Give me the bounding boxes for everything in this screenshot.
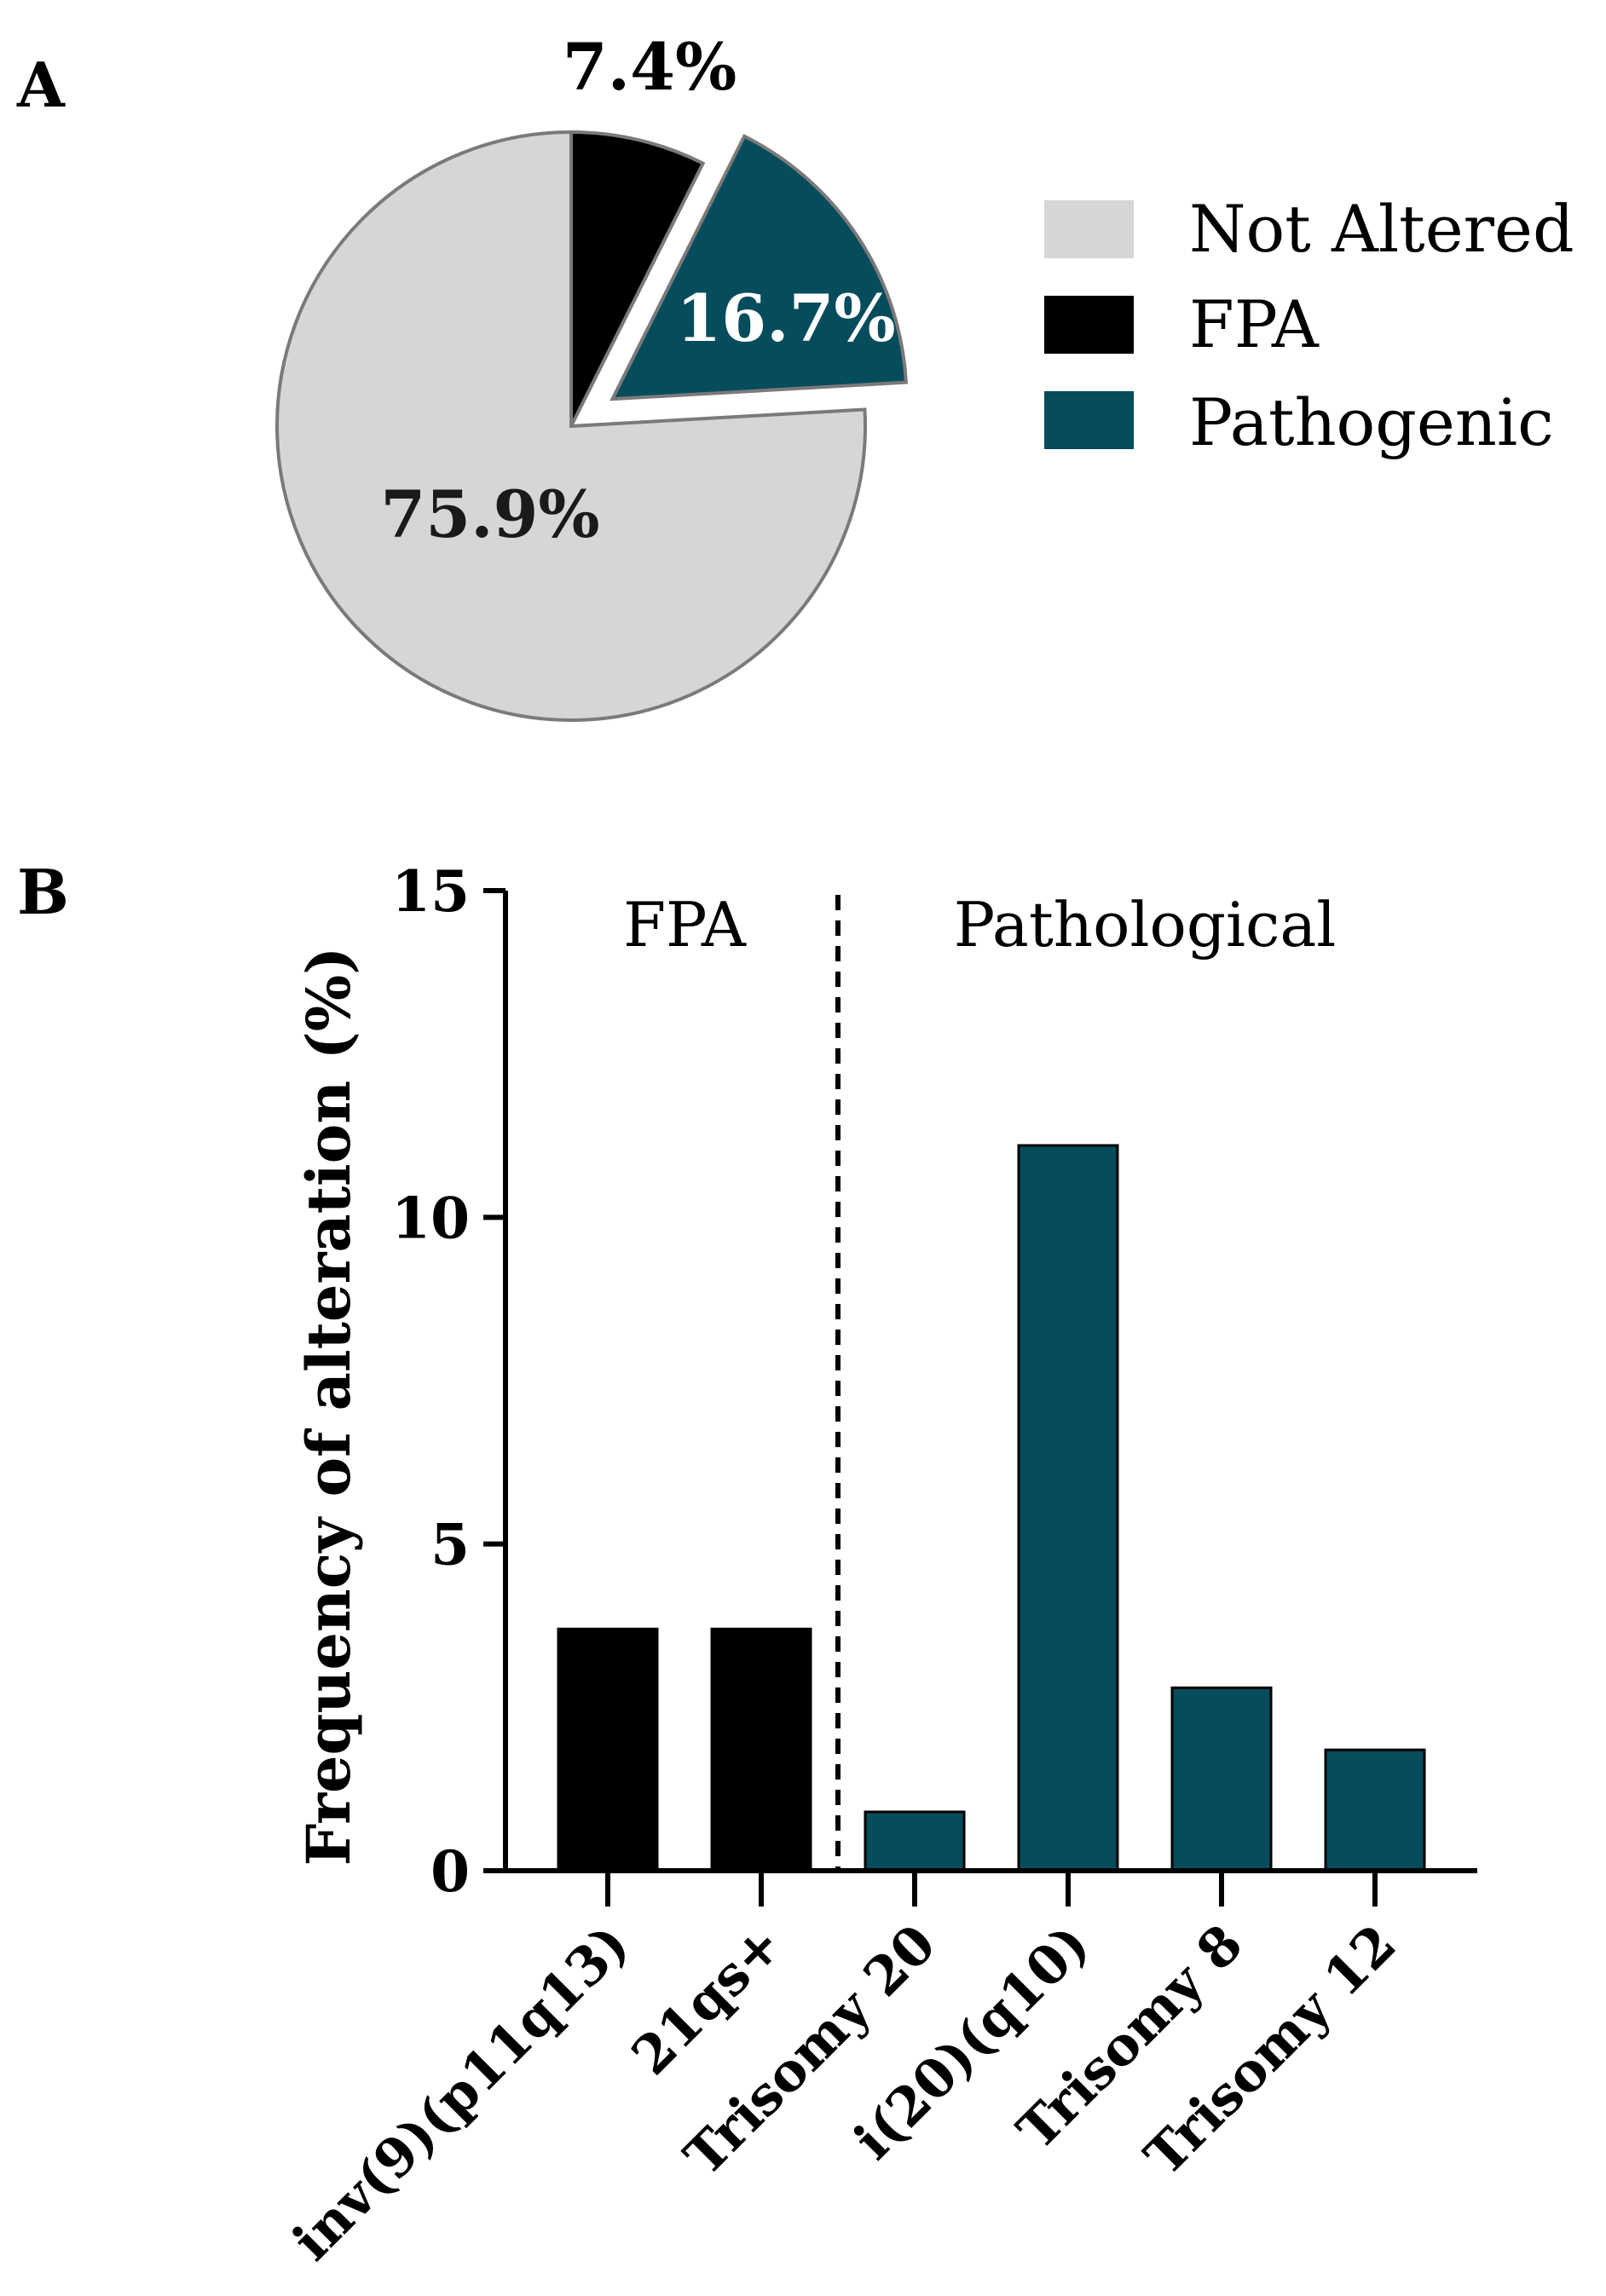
pie-label-fpa: 7.4%	[563, 29, 737, 105]
panel-a-label: A	[16, 49, 66, 121]
bar-21qs	[710, 1627, 812, 1872]
y-tick-labels: 0 5 10 15	[391, 858, 470, 1905]
legend-label-pathogenic: Pathogenic	[1189, 384, 1554, 460]
y-tick-label: 15	[391, 858, 470, 925]
x-tick-label-inv-9-p11q13: inv(9)(p11q13)	[280, 1912, 640, 2272]
bar-series	[557, 1144, 1426, 1872]
legend-label-not-altered: Not Altered	[1189, 191, 1574, 267]
bar-trisomy-8	[1170, 1686, 1273, 1872]
pie-legend: Not Altered FPA Pathogenic	[1044, 191, 1574, 460]
bar-inv-9-p11q13	[557, 1627, 659, 1872]
bar-trisomy-20	[864, 1810, 966, 1872]
group-label-pathological: Pathological	[954, 889, 1337, 961]
group-label-fpa: FPA	[623, 889, 747, 961]
y-tick-label: 0	[430, 1838, 470, 1905]
pie-label-pathogenic: 16.7%	[676, 280, 895, 356]
y-axis-label: Frequency of alteration (%)	[293, 947, 364, 1866]
legend-swatch-not-altered	[1044, 200, 1134, 258]
y-tick-label: 10	[391, 1185, 470, 1251]
legend-swatch-fpa	[1044, 296, 1134, 354]
bar-trisomy-12	[1324, 1748, 1426, 1872]
y-tick-label: 5	[430, 1512, 470, 1578]
legend-swatch-pathogenic	[1044, 391, 1134, 449]
pie-chart	[275, 130, 909, 722]
pie-label-not-altered: 75.9%	[380, 476, 599, 552]
panel-b-label: B	[17, 856, 69, 928]
legend-label-fpa: FPA	[1189, 286, 1320, 362]
pie-slice-not-altered	[275, 130, 867, 722]
pie-slice-pathogenic	[609, 134, 909, 401]
x-tick-labels: inv(9)(p11q13)21qs+Trisomy 20i(20)(q10)T…	[280, 1912, 1407, 2272]
pie-slice-fpa	[569, 130, 706, 427]
bar-axes	[483, 888, 1477, 1907]
bar-i-20-q10	[1017, 1144, 1119, 1872]
